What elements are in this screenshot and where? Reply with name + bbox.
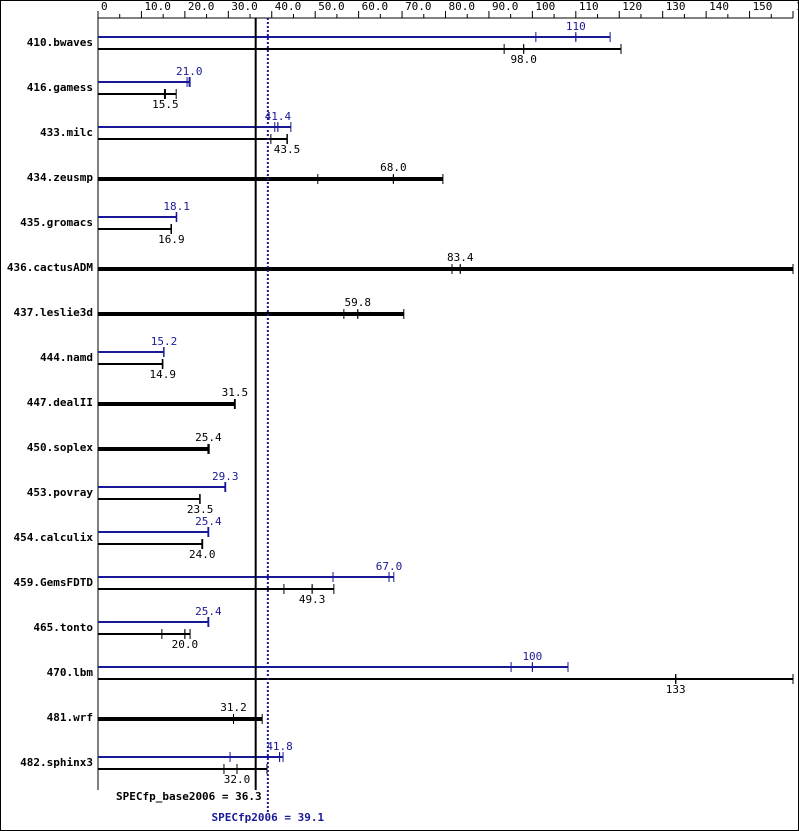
value-label: 20.0 bbox=[172, 638, 199, 651]
benchmark-label: 459.GemsFDTD bbox=[14, 576, 94, 589]
value-label: 41.4 bbox=[265, 110, 292, 123]
x-tick-label: 120 bbox=[622, 0, 642, 13]
benchmark-label: 444.namd bbox=[40, 351, 93, 364]
x-tick-label: 20.0 bbox=[188, 0, 215, 13]
value-label: 67.0 bbox=[376, 560, 403, 573]
benchmark-label: 436.cactusADM bbox=[7, 261, 93, 274]
benchmark-label: 434.zeusmp bbox=[27, 171, 94, 184]
x-tick-label: 110 bbox=[579, 0, 599, 13]
x-tick-label: 30.0 bbox=[231, 0, 258, 13]
value-label: 83.4 bbox=[447, 251, 474, 264]
value-label: 25.4 bbox=[195, 605, 222, 618]
benchmark-label: 447.dealII bbox=[27, 396, 93, 409]
benchmark-label: 410.bwaves bbox=[27, 36, 93, 49]
value-label: 31.5 bbox=[222, 386, 249, 399]
value-label: 29.3 bbox=[212, 470, 239, 483]
benchmark-label: 465.tonto bbox=[33, 621, 93, 634]
value-label: 32.0 bbox=[224, 773, 251, 786]
value-label: 24.0 bbox=[189, 548, 216, 561]
value-label: 41.8 bbox=[266, 740, 293, 753]
x-tick-label: 10.0 bbox=[144, 0, 171, 13]
value-label: 16.9 bbox=[158, 233, 185, 246]
x-tick-label: 60.0 bbox=[362, 0, 389, 13]
value-label: 18.1 bbox=[163, 200, 190, 213]
benchmark-label: 450.soplex bbox=[27, 441, 94, 454]
x-tick-label: 0 bbox=[101, 0, 108, 13]
value-label: 100 bbox=[522, 650, 542, 663]
value-label: 59.8 bbox=[345, 296, 372, 309]
value-label: 23.5 bbox=[187, 503, 214, 516]
summary-label: SPECfp_base2006 = 36.3 bbox=[116, 790, 262, 803]
benchmark-label: 416.gamess bbox=[27, 81, 93, 94]
x-tick-label: 100 bbox=[535, 0, 555, 13]
x-tick-label: 150 bbox=[753, 0, 773, 13]
value-label: 14.9 bbox=[149, 368, 176, 381]
x-tick-label: 50.0 bbox=[318, 0, 345, 13]
value-label: 15.5 bbox=[152, 98, 179, 111]
value-label: 110 bbox=[566, 20, 586, 33]
value-label: 98.0 bbox=[510, 53, 537, 66]
benchmark-label: 482.sphinx3 bbox=[20, 756, 93, 769]
benchmark-label: 453.povray bbox=[27, 486, 94, 499]
value-label: 49.3 bbox=[299, 593, 326, 606]
benchmark-label: 437.leslie3d bbox=[14, 306, 93, 319]
summary-label: SPECfp2006 = 39.1 bbox=[212, 811, 325, 824]
value-label: 133 bbox=[666, 683, 686, 696]
x-tick-label: 70.0 bbox=[405, 0, 432, 13]
benchmark-label: 481.wrf bbox=[47, 711, 93, 724]
x-tick-label: 130 bbox=[666, 0, 686, 13]
x-tick-label: 160 bbox=[796, 0, 799, 13]
value-label: 43.5 bbox=[274, 143, 301, 156]
benchmark-label: 433.milc bbox=[40, 126, 93, 139]
value-label: 31.2 bbox=[220, 701, 247, 714]
benchmark-label: 435.gromacs bbox=[20, 216, 93, 229]
x-tick-label: 40.0 bbox=[275, 0, 302, 13]
value-label: 68.0 bbox=[380, 161, 407, 174]
value-label: 25.4 bbox=[195, 431, 222, 444]
benchmark-label: 470.lbm bbox=[47, 666, 94, 679]
value-label: 15.2 bbox=[151, 335, 178, 348]
value-label: 21.0 bbox=[176, 65, 203, 78]
value-label: 25.4 bbox=[195, 515, 222, 528]
benchmark-label: 454.calculix bbox=[14, 531, 94, 544]
x-tick-label: 140 bbox=[709, 0, 729, 13]
x-tick-label: 90.0 bbox=[492, 0, 519, 13]
x-tick-label: 80.0 bbox=[449, 0, 476, 13]
